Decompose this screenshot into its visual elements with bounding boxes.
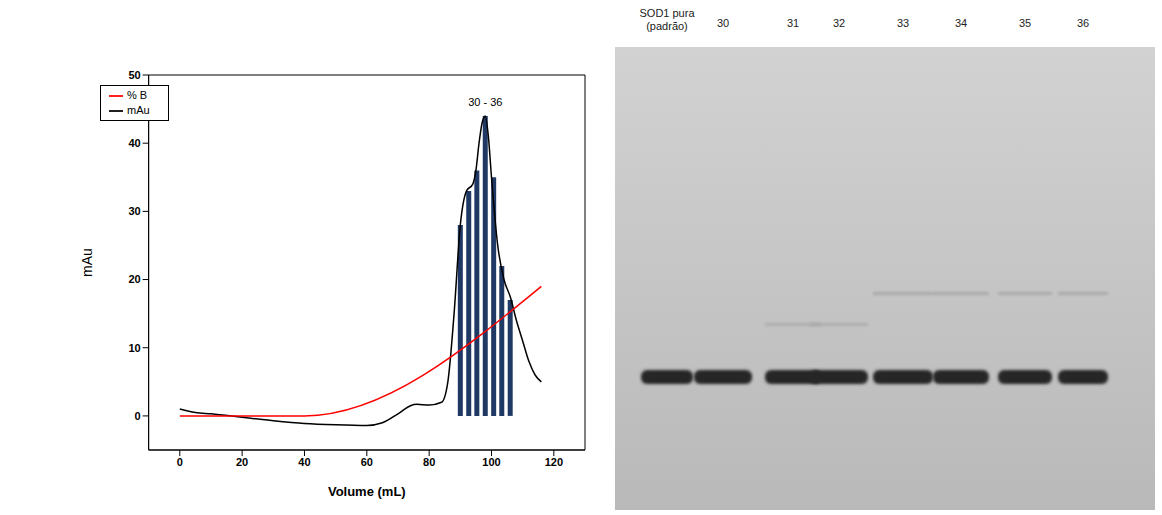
svg-text:32: 32 [833, 17, 845, 29]
svg-text:120: 120 [545, 456, 563, 468]
svg-text:60: 60 [361, 456, 373, 468]
svg-text:SOD1 pura(padrão): SOD1 pura(padrão) [639, 7, 695, 32]
svg-text:30 - 36: 30 - 36 [468, 96, 502, 108]
svg-text:20: 20 [128, 273, 140, 285]
svg-text:80: 80 [423, 456, 435, 468]
svg-text:30: 30 [717, 17, 729, 29]
svg-text:10: 10 [128, 342, 140, 354]
svg-text:30: 30 [128, 205, 140, 217]
html-text:% B: % B [127, 89, 148, 101]
svg-text:50: 50 [128, 69, 140, 81]
svg-text:Volume (mL): Volume (mL) [328, 484, 406, 499]
svg-text:34: 34 [955, 17, 967, 29]
svg-text:35: 35 [1019, 17, 1031, 29]
svg-text:0: 0 [177, 456, 183, 468]
svg-text:36: 36 [1077, 17, 1089, 29]
svg-text:0: 0 [135, 410, 141, 422]
svg-text:mAu: mAu [79, 248, 95, 277]
svg-text:40: 40 [128, 137, 140, 149]
svg-text:100: 100 [482, 456, 500, 468]
html-text:mAu: mAu [127, 104, 150, 117]
svg-text:40: 40 [298, 456, 310, 468]
svg-text:20: 20 [236, 456, 248, 468]
svg-text:33: 33 [897, 17, 909, 29]
svg-text:31: 31 [787, 17, 799, 29]
